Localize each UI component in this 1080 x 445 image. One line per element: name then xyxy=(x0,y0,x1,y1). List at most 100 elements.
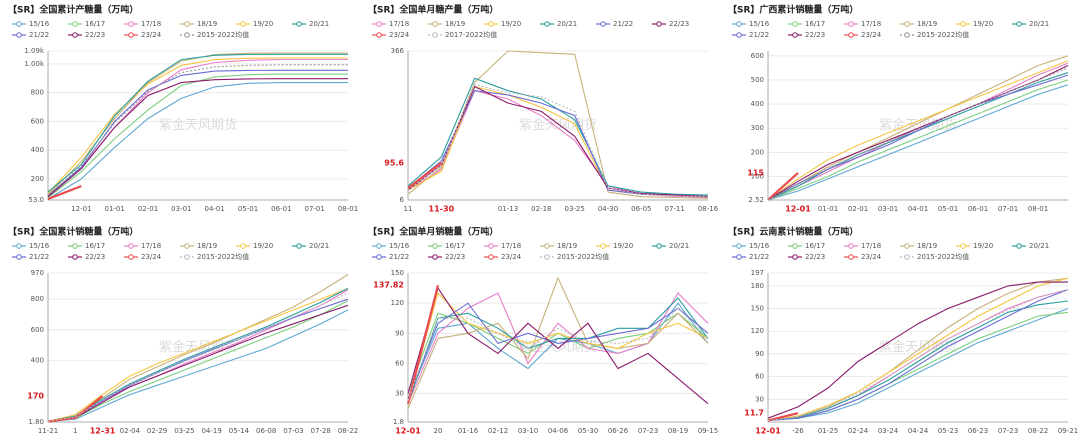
x-tick-label: 06-08 xyxy=(256,427,276,435)
legend-item: 2015-2022均值 xyxy=(180,30,249,39)
series-line xyxy=(767,289,1069,422)
legend-item: 21/22 xyxy=(732,31,769,39)
legend-dot xyxy=(736,243,742,249)
y-tick-label: 197 xyxy=(751,269,764,277)
legend-dot xyxy=(72,21,78,27)
legend-label: 17/18 xyxy=(501,242,521,250)
legend-item: 23/24 xyxy=(124,31,162,39)
series-line xyxy=(767,55,1069,201)
y-tick-label: 90 xyxy=(755,350,764,358)
legend-label: 21/22 xyxy=(749,253,769,261)
legend-label: 22/23 xyxy=(805,31,825,39)
legend-dot xyxy=(736,254,742,260)
y-tick-label: 2.52 xyxy=(748,196,764,204)
legend-dot xyxy=(488,243,494,249)
legend-dot xyxy=(848,254,854,260)
legend-item: 15/16 xyxy=(732,20,770,28)
series-line xyxy=(767,72,1069,201)
x-tick-label: 1 xyxy=(73,427,77,435)
legend-label: 17/18 xyxy=(861,20,881,28)
chart-title: 【SR】云南累计销糖量（万吨） xyxy=(728,226,858,238)
legend-item: 2015-2022均值 xyxy=(900,30,969,39)
x-tick-label: 02-12 xyxy=(488,427,508,435)
x-tick-label: 02-04 xyxy=(120,427,141,435)
legend-item: 2017-2022均值 xyxy=(428,30,497,39)
y-tick-label: 600 xyxy=(751,52,764,60)
legend-dot xyxy=(600,243,606,249)
legend-dot xyxy=(16,32,22,38)
chart-title: 【SR】广西累计销糖量（万吨） xyxy=(728,4,858,16)
y-tick-label: 120 xyxy=(391,299,404,307)
chart-panel: 【SR】全国累计产糖量（万吨） 15/16 16/17 17/18 18/19 19/20… xyxy=(8,4,358,214)
legend-label: 2015-2022均值 xyxy=(917,252,969,261)
x-tick-label: 02-29 xyxy=(147,427,167,435)
x-tick-label: 03-01 xyxy=(171,205,191,213)
legend-item: 17/18 xyxy=(844,20,881,28)
series-line xyxy=(47,287,349,423)
legend-label: 22/23 xyxy=(805,253,825,261)
watermark: 紫金天风期货 xyxy=(879,339,957,355)
x-tick-label: 04-24 xyxy=(908,427,929,435)
legend-dot xyxy=(376,243,382,249)
legend-label: 23/24 xyxy=(501,253,522,261)
legend-dot xyxy=(376,254,382,260)
x-tick-label: 07-01 xyxy=(304,205,324,213)
legend-label: 2015-2022均值 xyxy=(197,30,249,39)
legend-label: 20/21 xyxy=(557,20,577,28)
legend-label: 22/23 xyxy=(669,20,689,28)
series-line xyxy=(47,304,349,423)
legend-item: 19/20 xyxy=(956,20,993,28)
current-value-label: 137.82 xyxy=(373,281,404,290)
x-tick-label: 08-16 xyxy=(698,205,719,213)
x-tick-label: 09-21 xyxy=(1058,427,1078,435)
y-tick-label: 53.0 xyxy=(28,196,44,204)
series-line xyxy=(47,298,349,423)
legend-item: 21/22 xyxy=(372,253,409,261)
legend-item: 22/23 xyxy=(68,31,105,39)
legend-label: 15/16 xyxy=(29,242,50,250)
x-tick-label: 12-01 xyxy=(785,205,811,214)
x-tick-label: 02-24 xyxy=(848,427,869,435)
legend-label: 20/21 xyxy=(309,20,329,28)
legend-item: 20/21 xyxy=(1012,242,1049,250)
legend-item: 16/17 xyxy=(788,20,825,28)
x-tick-label: 04-19 xyxy=(201,427,221,435)
series-line xyxy=(407,302,709,399)
legend-dot xyxy=(544,254,550,260)
legend-item: 19/20 xyxy=(236,20,273,28)
legend-dot xyxy=(792,32,798,38)
series-line xyxy=(407,292,709,402)
legend-label: 16/17 xyxy=(85,242,105,250)
x-tick-label: 05-30 xyxy=(578,427,598,435)
series-line xyxy=(47,64,348,196)
series-line xyxy=(47,309,349,423)
legend-dot xyxy=(848,32,854,38)
x-tick-label: 02-18 xyxy=(531,205,551,213)
legend-dot xyxy=(432,21,438,27)
legend-label: 2015-2022均值 xyxy=(197,252,249,261)
legend-dot xyxy=(16,21,22,27)
legend-dot xyxy=(72,32,78,38)
x-tick-label: 08-01 xyxy=(1028,205,1048,213)
legend-dot xyxy=(240,21,246,27)
legend-label: 19/20 xyxy=(973,20,993,28)
x-tick-label: 01-16 xyxy=(458,427,479,435)
series-line xyxy=(407,162,442,189)
x-tick-label: 03-01 xyxy=(878,205,898,213)
x-tick-label: 08-22 xyxy=(1028,427,1048,435)
series-line xyxy=(47,69,348,196)
series-line xyxy=(767,67,1069,201)
legend-dot xyxy=(72,254,78,260)
legend-dot xyxy=(544,21,550,27)
series-line xyxy=(407,276,709,409)
legend-item: 20/21 xyxy=(292,242,329,250)
x-tick-label: 12-01 xyxy=(395,427,421,436)
legend-item: 18/19 xyxy=(180,20,217,28)
legend-dot xyxy=(848,21,854,27)
x-tick-label: -26 xyxy=(792,427,804,435)
legend-label: 21/22 xyxy=(749,31,769,39)
series-line xyxy=(47,292,349,423)
x-tick-label: 03-25 xyxy=(564,205,584,213)
series-line xyxy=(407,307,709,401)
legend-label: 17/18 xyxy=(141,20,161,28)
